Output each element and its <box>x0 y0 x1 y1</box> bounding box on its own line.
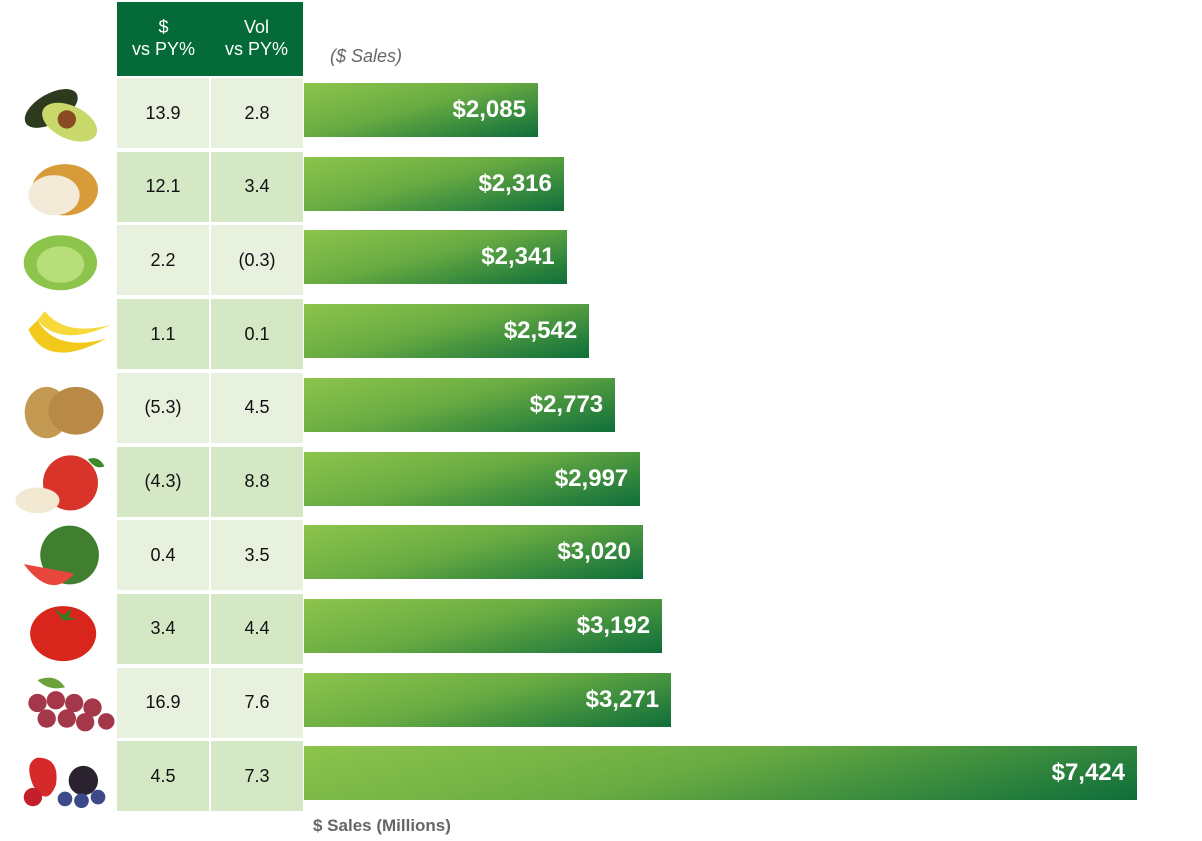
dollar-vs-py-cell: 12.1 <box>117 151 209 222</box>
banana-icon <box>28 311 111 353</box>
chart-subtitle: ($ Sales) <box>330 46 403 66</box>
header-line: vs PY% <box>131 39 196 59</box>
tomato-icon <box>30 605 97 661</box>
header-vol-vs-py: Vol vs PY% <box>210 2 303 76</box>
bar-potato: $2,773 <box>304 377 616 432</box>
chart-row-potato: (5.3) 4.5 $2,773 <box>0 372 1202 443</box>
vol-vs-py-cell: 3.5 <box>211 520 303 591</box>
dollar-vs-py-cell: (5.3) <box>117 372 209 443</box>
header-line: Vol <box>243 17 270 37</box>
dollar-vs-py-cell: 13.9 <box>117 78 209 148</box>
dollar-vs-py-cell: 0.4 <box>117 520 209 591</box>
chart-row-berries: 4.5 7.3 $7,424 <box>0 741 1202 812</box>
dollar-vs-py-cell: 16.9 <box>117 667 209 738</box>
header-dollar-vs-py: $ vs PY% <box>117 2 210 76</box>
apple-icon <box>15 454 105 513</box>
chart-row-banana: 1.1 0.1 $2,542 <box>0 299 1202 370</box>
chart-row-apple: (4.3) 8.8 $2,997 <box>0 446 1202 517</box>
onion-icon <box>28 163 98 216</box>
vol-vs-py-cell: 0.1 <box>211 299 303 370</box>
bar-value-label: $2,341 <box>481 243 555 271</box>
dollar-vs-py-cell: 1.1 <box>117 299 209 370</box>
chart-row-tomato: 3.4 4.4 $3,192 <box>0 593 1202 664</box>
bar-value-label: $2,542 <box>503 317 578 345</box>
bar-banana: $2,542 <box>304 304 590 359</box>
berries-icon <box>23 757 106 809</box>
bar-value-label: $2,316 <box>478 169 552 197</box>
bar-watermelon: $3,020 <box>304 525 643 580</box>
x-axis-label: $ Sales (Millions) <box>313 816 451 835</box>
vol-vs-py-cell: 4.5 <box>211 372 303 443</box>
bar-value-label: $3,271 <box>585 685 660 713</box>
chart-row-lettuce: 2.2 (0.3) $2,341 <box>0 225 1202 296</box>
vol-vs-py-cell: (0.3) <box>211 225 303 296</box>
chart-row-onion: 12.1 3.4 $2,316 <box>0 151 1202 222</box>
bar-berries: $7,424 <box>304 746 1137 801</box>
header-line: vs PY% <box>224 39 289 59</box>
bar-value-label: $3,192 <box>576 611 651 639</box>
bar-value-label: $2,773 <box>529 390 604 418</box>
vol-vs-py-cell: 4.4 <box>211 593 303 664</box>
bar-value-label: $2,997 <box>554 464 629 492</box>
bar-grapes: $3,271 <box>304 672 672 727</box>
chart-row-grapes: 16.9 7.6 $3,271 <box>0 667 1202 738</box>
chart-row-avocado: 13.9 2.8 $2,085 <box>0 78 1202 148</box>
bar-value-label: $3,020 <box>557 538 631 566</box>
dollar-vs-py-cell: 4.5 <box>117 741 209 812</box>
vol-vs-py-cell: 2.8 <box>211 78 303 148</box>
bar-avocado: $2,085 <box>304 83 538 137</box>
potato-icon <box>24 386 104 439</box>
dollar-vs-py-cell: (4.3) <box>117 446 209 517</box>
lettuce-icon <box>23 235 98 291</box>
dollar-vs-py-cell: 2.2 <box>117 225 209 296</box>
bar-tomato: $3,192 <box>304 598 663 653</box>
bar-lettuce: $2,341 <box>304 230 567 285</box>
vol-vs-py-cell: 8.8 <box>211 446 303 517</box>
table-header: $ vs PY% Vol vs PY% <box>117 2 303 76</box>
bar-onion: $2,316 <box>304 156 564 211</box>
bar-value-label: $2,085 <box>452 96 526 123</box>
bar-value-label: $7,424 <box>1051 759 1125 787</box>
dollar-vs-py-cell: 3.4 <box>117 593 209 664</box>
avocado-icon <box>24 89 98 142</box>
grapes-icon <box>28 677 115 732</box>
chart-row-watermelon: 0.4 3.5 $3,020 <box>0 520 1202 591</box>
header-line: $ <box>158 17 169 37</box>
vol-vs-py-cell: 3.4 <box>211 151 303 222</box>
bar-apple: $2,997 <box>304 451 641 506</box>
vol-vs-py-cell: 7.6 <box>211 667 303 738</box>
watermelon-icon <box>23 525 99 586</box>
vol-vs-py-cell: 7.3 <box>211 741 303 812</box>
